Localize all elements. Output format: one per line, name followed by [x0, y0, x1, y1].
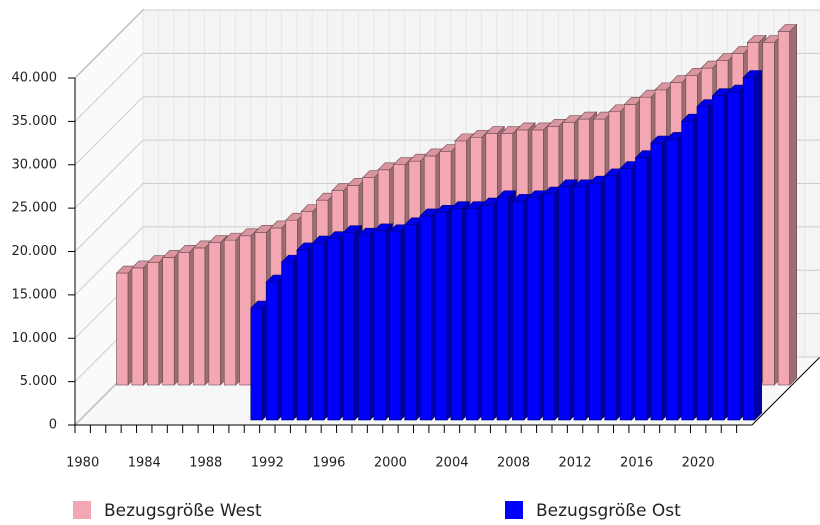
bar-front [604, 175, 617, 421]
bar-front [116, 272, 129, 386]
bar-front [388, 231, 402, 421]
legend-swatch [73, 501, 91, 519]
x-tick-label: 2004 [435, 456, 468, 471]
bar-front [681, 120, 694, 421]
bar-front [558, 186, 571, 421]
x-tick-label: 2020 [682, 456, 715, 471]
bar-side [789, 23, 797, 386]
bar-front [542, 193, 555, 421]
bar-front [281, 261, 294, 421]
y-tick-label: 10.000 [12, 331, 58, 346]
y-tick-label: 0 [49, 418, 57, 433]
bar-front [481, 204, 494, 421]
grid-line [74, 9, 820, 79]
x-tick-label: 1980 [66, 456, 99, 471]
grid-line [74, 96, 820, 166]
y-tick-label: 40.000 [12, 71, 58, 86]
bar-front [619, 168, 632, 421]
grid-line [74, 52, 820, 122]
bar-front [223, 239, 237, 386]
bar-front [208, 242, 221, 386]
bar-front [450, 208, 463, 421]
legend-text: Bezugsgröße West [104, 501, 262, 521]
y-tick-label: 15.000 [12, 287, 58, 302]
bar-side [754, 69, 762, 421]
bar-front [573, 186, 586, 421]
bar-front [727, 91, 740, 421]
bar-front [147, 262, 160, 386]
bar-front [358, 234, 371, 421]
bar-front [419, 215, 432, 421]
bar-front [496, 197, 509, 421]
y-tick-label: 25.000 [12, 201, 58, 216]
bar-front [342, 232, 355, 421]
x-tick-label: 1992 [251, 456, 284, 471]
bar-front [296, 249, 309, 421]
bar-front [177, 251, 190, 386]
y-tick-label: 30.000 [12, 157, 58, 172]
bar-front [465, 208, 479, 421]
bar-front [742, 77, 755, 421]
bar-front [193, 247, 206, 386]
y-tick-label: 5.000 [20, 374, 57, 389]
y-tick-label: 20.000 [12, 244, 58, 259]
x-tick-label: 1984 [128, 456, 161, 471]
bar-front [312, 242, 325, 421]
y-tick-label: 35.000 [12, 114, 58, 129]
x-tick-label: 1996 [312, 456, 345, 471]
bar-front [373, 230, 386, 421]
bar-front [696, 106, 709, 421]
bar-front [588, 182, 602, 421]
x-tick-label: 2000 [374, 456, 407, 471]
bar-front [162, 257, 175, 386]
x-tick-label: 2016 [620, 456, 653, 471]
bar [777, 23, 798, 386]
x-tick-label: 2012 [559, 456, 592, 471]
x-tick-label: 1988 [189, 456, 222, 471]
bar-front [712, 95, 725, 421]
legend-text: Bezugsgröße Ost [536, 501, 681, 521]
bar-front [665, 139, 679, 421]
bar-front [404, 224, 417, 421]
bar-front [635, 157, 648, 421]
bar-front [435, 212, 448, 421]
bar-front [762, 42, 775, 386]
bar-front [512, 201, 525, 421]
x-tick-label: 2008 [497, 456, 530, 471]
bar-front [265, 281, 279, 421]
bar [742, 69, 763, 421]
bar-front [327, 238, 340, 421]
bar-front [131, 267, 144, 386]
bar-front [650, 142, 663, 421]
bar-front [250, 307, 263, 421]
bar-front [239, 235, 252, 386]
bar-front [527, 197, 540, 421]
bar-front [777, 31, 790, 386]
legend-swatch [505, 501, 523, 519]
